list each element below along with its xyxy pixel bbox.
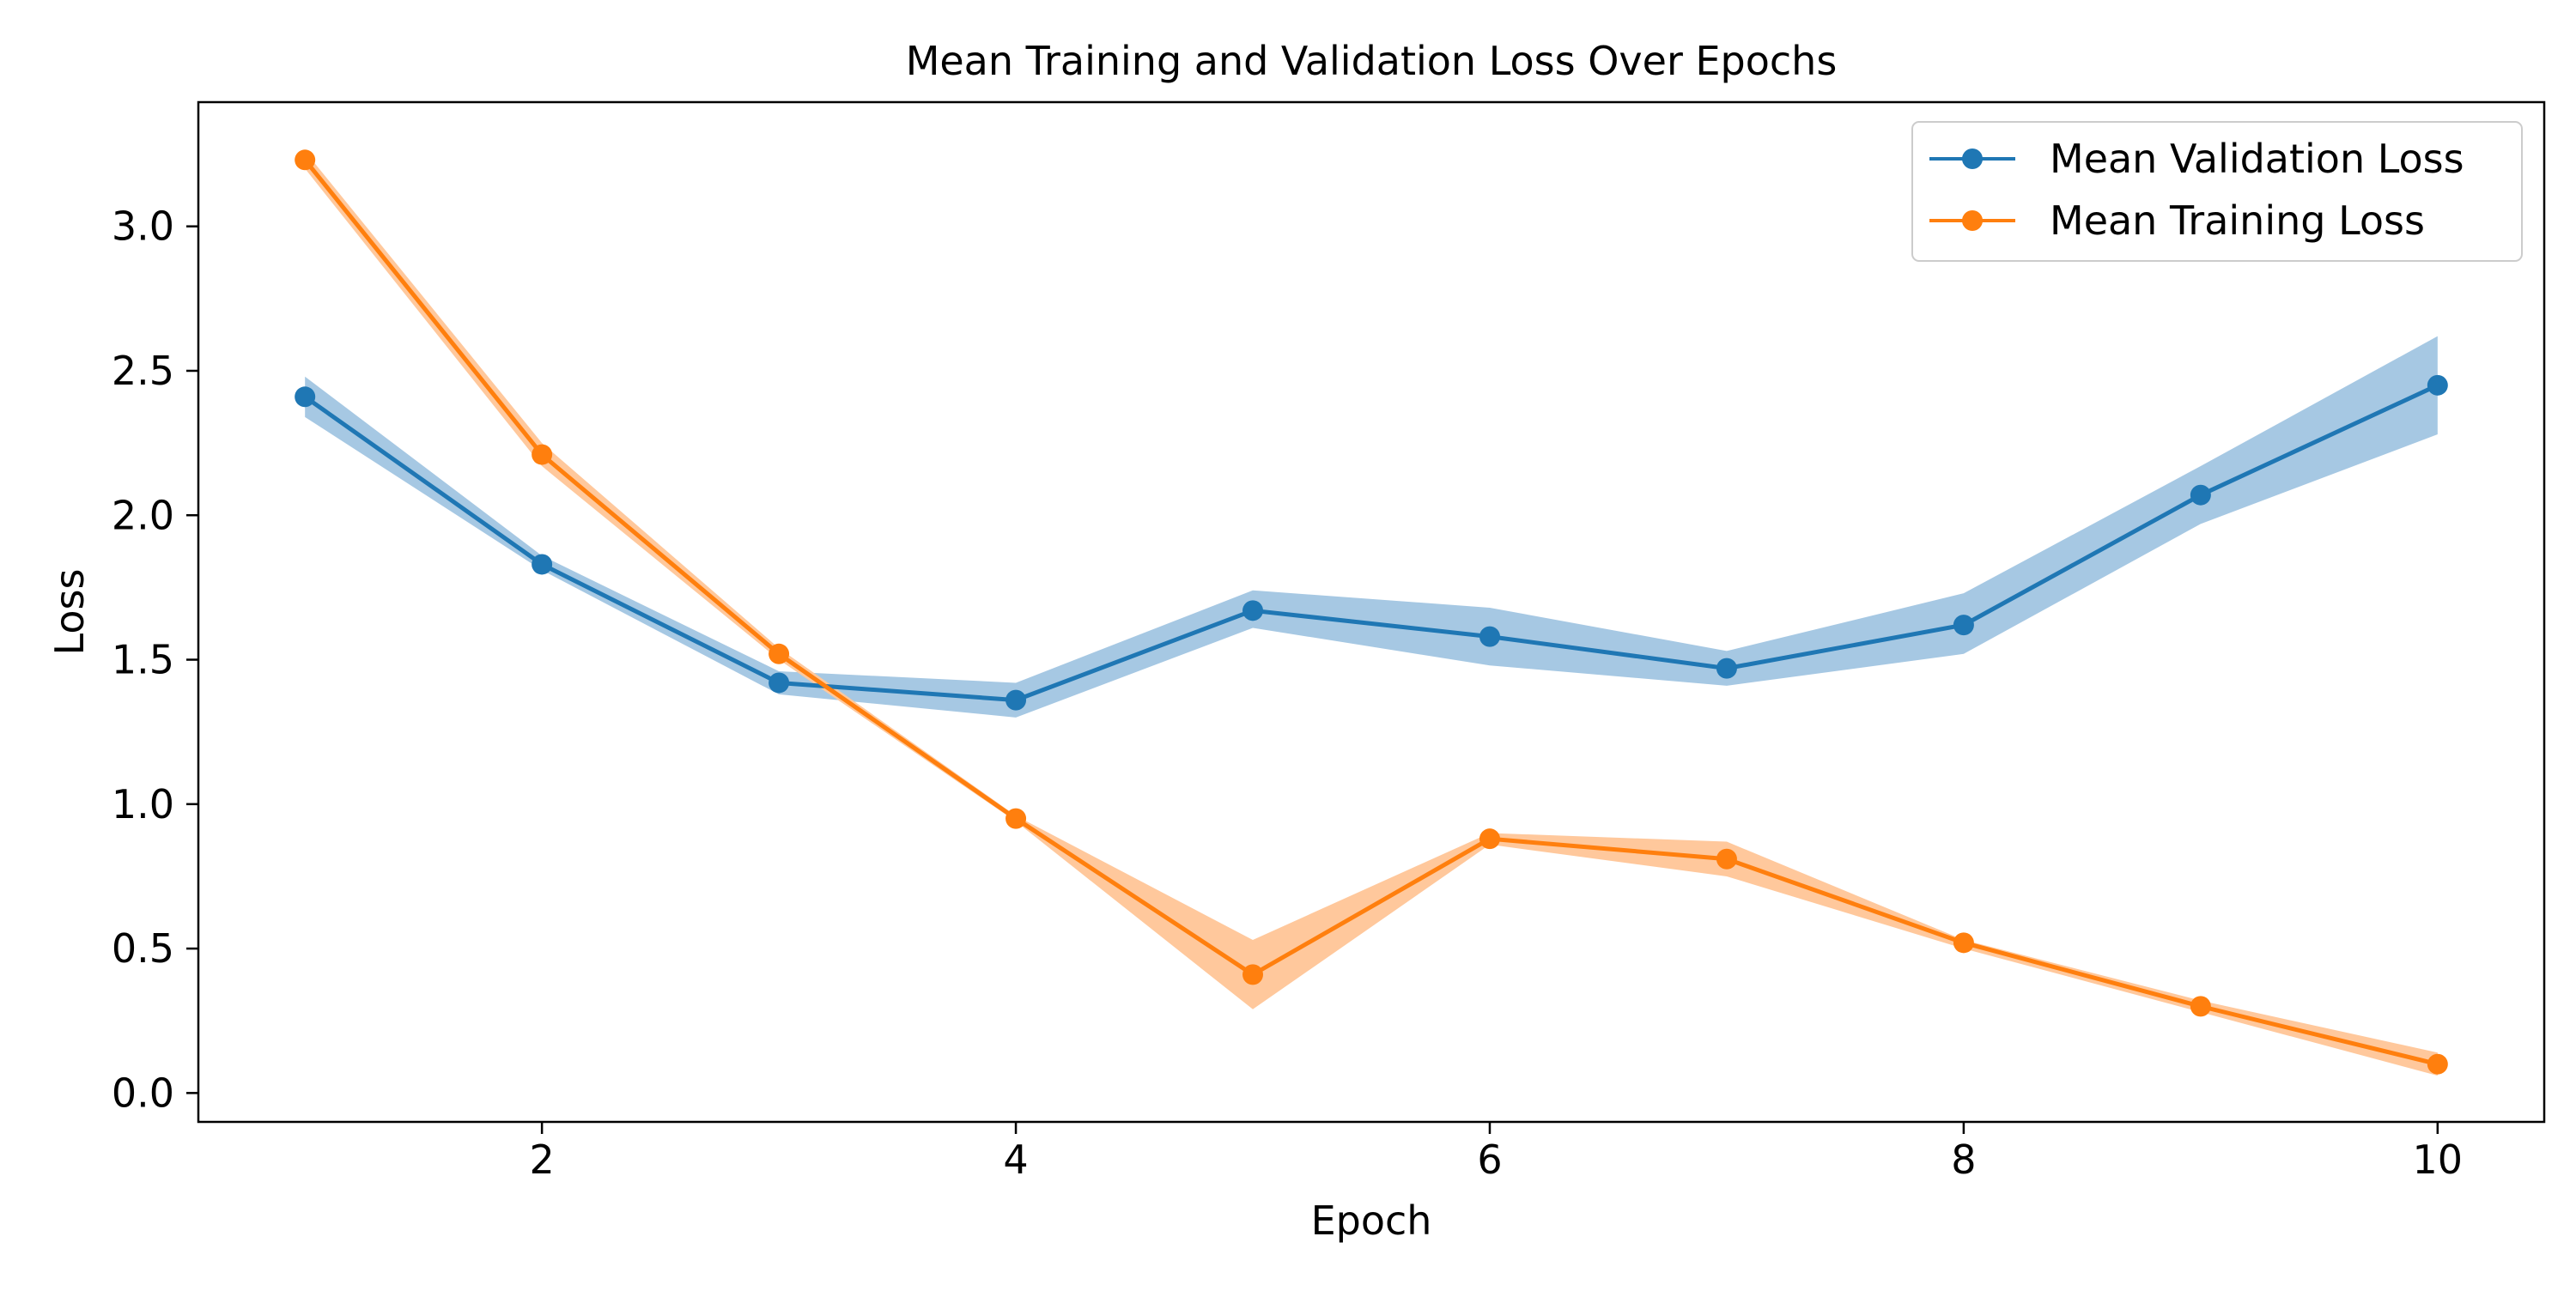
mean-validation-loss-point <box>2190 484 2211 506</box>
mean-training-loss-point <box>1242 964 1264 985</box>
confidence-bands <box>305 151 2438 1076</box>
mean-validation-loss-line <box>303 383 2439 703</box>
series-lines <box>303 158 2439 1067</box>
mean-validation-loss-point <box>1716 658 1737 679</box>
mean-validation-loss-point <box>295 386 316 408</box>
x-axis-label: Epoch <box>1311 1197 1432 1244</box>
y-tick-label: 1.0 <box>112 781 174 827</box>
mean-validation-loss-point <box>2427 374 2448 396</box>
mean-training-loss-point <box>295 149 316 171</box>
y-tick-label: 0.5 <box>112 925 174 972</box>
mean-training-loss-point <box>1005 808 1027 829</box>
mean-training-loss-point <box>1716 848 1737 870</box>
x-tick-label: 4 <box>1003 1136 1028 1183</box>
y-tick-label: 3.0 <box>112 203 174 250</box>
x-tick-label: 8 <box>1951 1136 1976 1183</box>
x-tick-label: 6 <box>1477 1136 1502 1183</box>
plot-area-frame <box>197 100 2546 1124</box>
y-axis-ticks: 0.0 0.5 1.0 1.5 2.0 2.5 3.0 <box>112 203 198 1116</box>
mean-validation-loss-band <box>305 336 2438 718</box>
mean-validation-loss-point <box>1005 689 1027 711</box>
legend-box <box>1911 121 2523 262</box>
mean-validation-loss-point <box>1479 626 1500 647</box>
legend-validation-marker <box>1962 148 1983 169</box>
x-tick-label: 2 <box>530 1136 555 1183</box>
mean-validation-loss-point <box>532 554 553 575</box>
mean-training-loss-point <box>769 643 790 664</box>
y-tick-label: 0.0 <box>112 1070 174 1116</box>
y-axis-label: Loss <box>46 569 93 656</box>
y-tick-label: 2.5 <box>112 348 174 394</box>
mean-training-loss-point <box>2190 996 2211 1017</box>
mean-training-loss-point <box>532 444 553 465</box>
mean-validation-loss-point <box>1242 600 1264 621</box>
mean-training-loss-point <box>1479 828 1500 850</box>
legend-training-marker <box>1962 210 1983 231</box>
mean-validation-loss-point <box>769 672 790 694</box>
x-tick-label: 10 <box>2413 1136 2464 1183</box>
mean-training-loss-line <box>303 158 2439 1067</box>
mean-training-loss-point <box>2427 1053 2448 1075</box>
legend-validation-label: Mean Validation Loss <box>2050 136 2464 182</box>
legend: Mean Validation Loss Mean Training Loss <box>1911 121 2523 262</box>
y-tick-label: 1.5 <box>112 637 174 683</box>
x-axis-ticks: 2 4 6 8 10 <box>530 1122 2464 1183</box>
y-tick-label: 2.0 <box>112 492 174 538</box>
chart-title: Mean Training and Validation Loss Over E… <box>906 38 1838 84</box>
legend-training-label: Mean Training Loss <box>2050 197 2425 244</box>
series-markers <box>295 149 2448 1075</box>
mean-training-loss-point <box>1953 932 1974 954</box>
mean-validation-loss-point <box>1953 615 1974 636</box>
